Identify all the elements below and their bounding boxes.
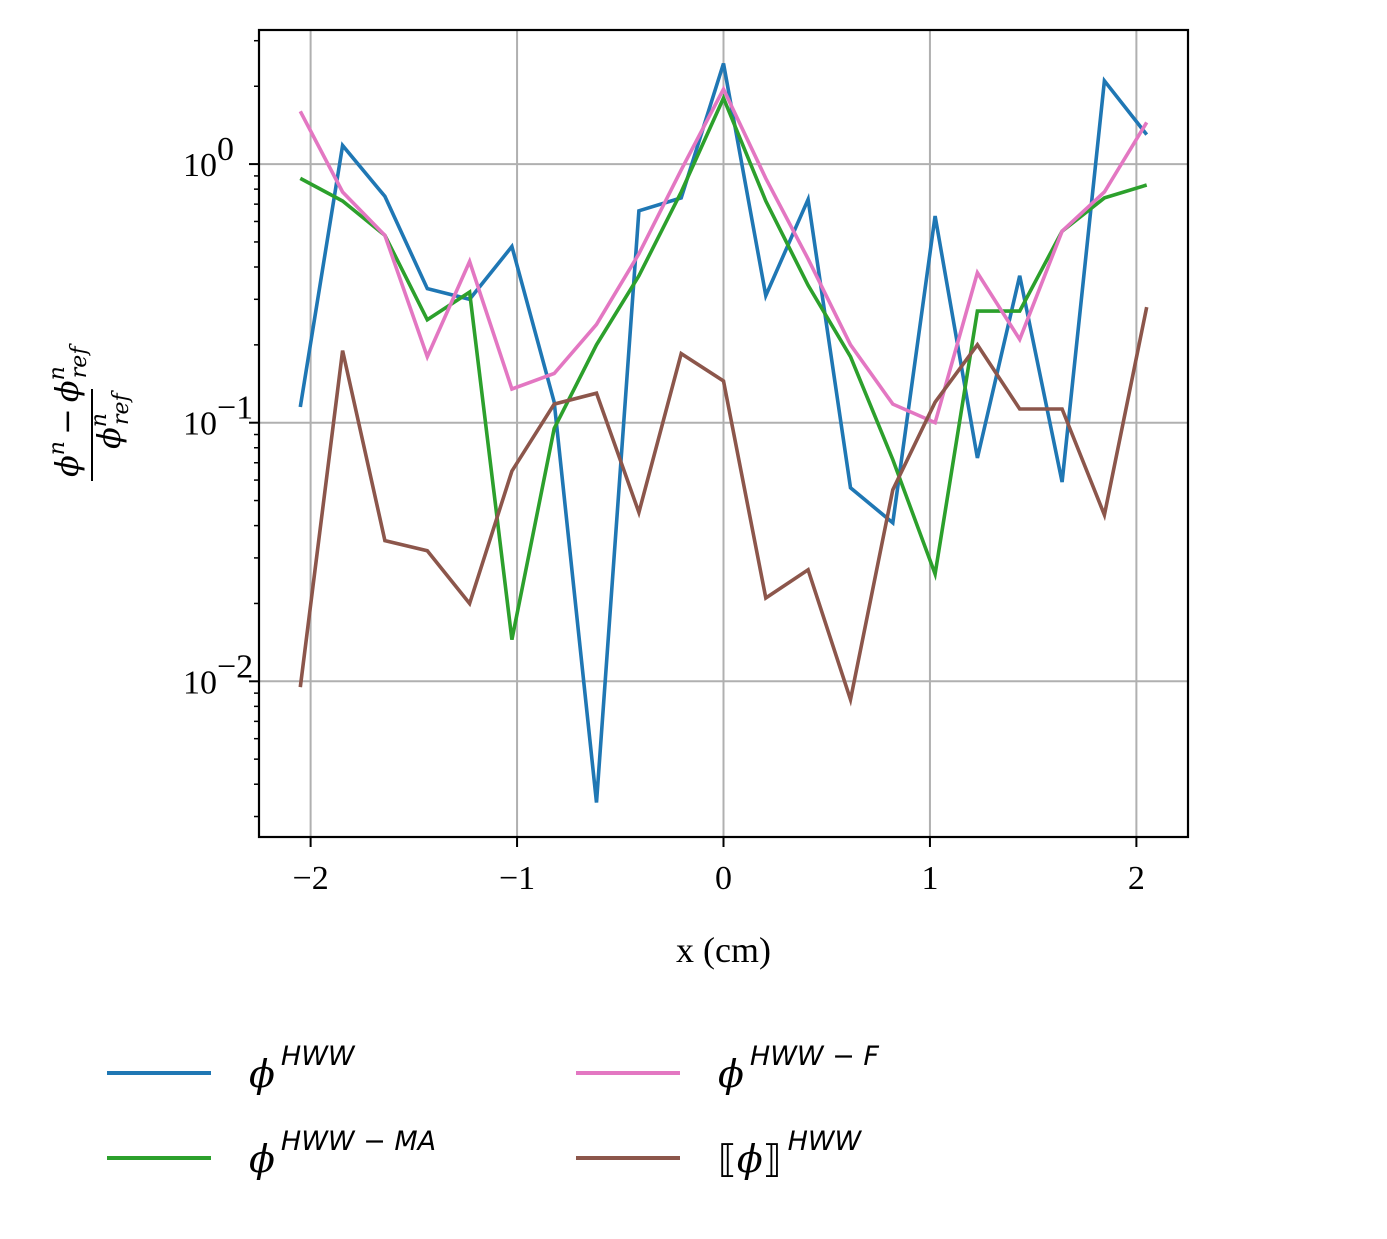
y-label-numerator: ϕn−ϕnref [45,343,92,477]
series-lines [298,62,1149,803]
x-tick-labels: −2 −1 0 1 2 [293,860,1145,897]
y-tick-exponent: −1 [217,390,253,427]
y-tick-exponent: −2 [217,648,253,685]
legend-label: ⟦ϕ⟧ HWW [718,1126,863,1181]
x-tick-label: 0 [715,860,732,897]
series-line-2 [298,85,1149,426]
y-label-sup-1: n [45,441,70,455]
legend-superscript: HWW [281,1041,356,1072]
axis-ticks [249,39,1138,847]
legend-symbol: ϕ [737,1137,763,1181]
legend-superscript: HWW − MA [281,1126,436,1157]
y-label-sub-2: ref [67,343,92,379]
y-label-phi-3: ϕ [90,427,128,449]
x-tick-label: 1 [921,860,938,897]
y-label-sub-3: ref [109,389,134,425]
legend-item-2: ϕ HWW − F [576,1041,879,1096]
y-label-sup-3: n [87,413,112,427]
legend-symbol: ϕ [249,1052,275,1096]
legend-symbol: ϕ [249,1137,275,1181]
series-line-3 [298,306,1149,707]
legend-label: ϕ HWW [249,1041,356,1096]
x-tick-label: 2 [1128,860,1145,897]
y-tick-base: 10 [183,147,217,184]
grid-lines [259,30,1188,837]
y-tick-label: 10 [183,664,217,701]
y-label-phi-1: ϕ [48,455,86,477]
y-tick-label: 10 [183,147,217,184]
y-tick-base: 10 [183,664,217,701]
legend-symbol: ϕ [718,1052,744,1096]
legend-bracket-close: ⟧ [763,1137,782,1181]
legend-label: ϕ HWW − MA [249,1126,436,1181]
y-tick-label: 10 [183,406,217,443]
legend-item-1: ϕ HWW − MA [107,1126,436,1181]
y-tick-exponent: 0 [217,131,234,168]
legend-label: ϕ HWW − F [718,1041,879,1096]
y-tick-base: 10 [183,406,217,443]
legend-bracket-open: ⟦ [718,1137,737,1181]
series-line-0 [298,62,1149,803]
y-axis-label: ϕn−ϕnref ϕnref [45,343,134,481]
x-axis-label: x (cm) [676,930,771,970]
x-tick-label: −2 [293,860,329,897]
y-label-minus: − [48,408,86,435]
y-label-sup-2: n [45,366,70,380]
legend-item-0: ϕ HWW [107,1041,356,1096]
series-line-1 [299,93,1148,640]
legend-item-3: ⟦ϕ⟧ HWW [576,1126,863,1181]
y-label-phi-2: ϕ [48,380,86,402]
x-tick-label: −1 [499,860,535,897]
y-label-denominator: ϕnref [87,389,134,449]
legend-superscript: HWW [788,1126,863,1157]
legend-superscript: HWW − F [750,1041,879,1072]
